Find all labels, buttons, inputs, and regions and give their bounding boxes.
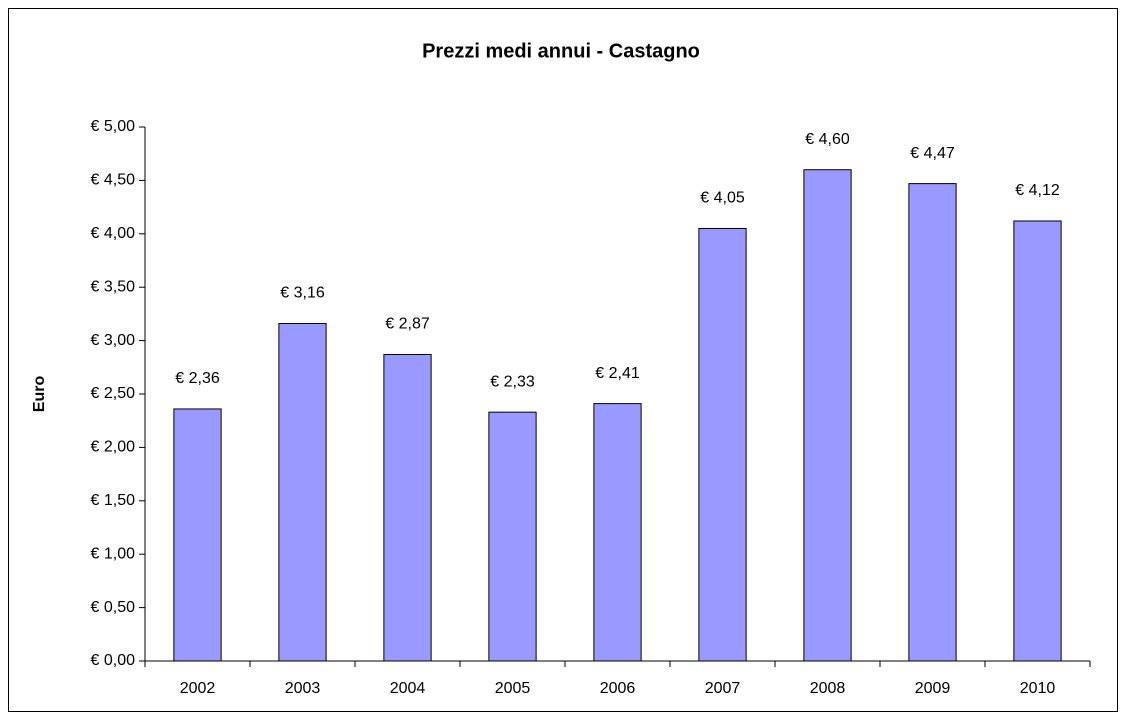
value-label: € 2,36 bbox=[175, 370, 220, 387]
bar bbox=[383, 353, 432, 662]
value-label: € 4,05 bbox=[700, 190, 745, 207]
y-tick-label: € 2,50 bbox=[91, 385, 136, 402]
y-tick-label: € 2,00 bbox=[91, 439, 136, 456]
value-label: € 4,60 bbox=[805, 131, 850, 148]
value-label: € 4,47 bbox=[910, 145, 955, 162]
x-tick-label: 2002 bbox=[180, 680, 216, 697]
chart-title: Prezzi medi annui - Castagno bbox=[422, 40, 700, 62]
bar bbox=[173, 408, 222, 662]
value-label: € 2,41 bbox=[595, 365, 640, 382]
y-tick-label: € 3,00 bbox=[91, 332, 136, 349]
bar bbox=[278, 323, 327, 662]
bar bbox=[803, 169, 852, 662]
x-tick-label: 2005 bbox=[495, 680, 531, 697]
y-tick-label: € 4,00 bbox=[91, 225, 136, 242]
x-tick-label: 2007 bbox=[705, 680, 741, 697]
value-label: € 3,16 bbox=[280, 285, 325, 302]
value-label: € 2,87 bbox=[385, 316, 430, 333]
y-tick-label: € 1,50 bbox=[91, 492, 136, 509]
value-label: € 4,12 bbox=[1015, 182, 1060, 199]
bar bbox=[908, 183, 957, 662]
y-tick-label: € 1,00 bbox=[91, 545, 136, 562]
x-tick-label: 2006 bbox=[600, 680, 636, 697]
x-tick-label: 2009 bbox=[915, 680, 951, 697]
x-tick-label: 2004 bbox=[390, 680, 426, 697]
x-tick-label: 2008 bbox=[810, 680, 846, 697]
x-tick-label: 2010 bbox=[1020, 680, 1056, 697]
x-tick-label: 2003 bbox=[285, 680, 321, 697]
bar bbox=[698, 227, 747, 662]
y-tick-label: € 0,50 bbox=[91, 599, 136, 616]
bar bbox=[593, 403, 642, 662]
y-tick-label: € 0,00 bbox=[91, 652, 136, 669]
y-axis-title: Euro bbox=[31, 376, 48, 413]
value-label: € 2,33 bbox=[490, 373, 535, 390]
y-tick-label: € 5,00 bbox=[91, 118, 136, 135]
bar bbox=[1013, 220, 1062, 662]
y-tick-label: € 3,50 bbox=[91, 278, 136, 295]
y-tick-label: € 4,50 bbox=[91, 172, 136, 189]
bar bbox=[488, 411, 537, 662]
